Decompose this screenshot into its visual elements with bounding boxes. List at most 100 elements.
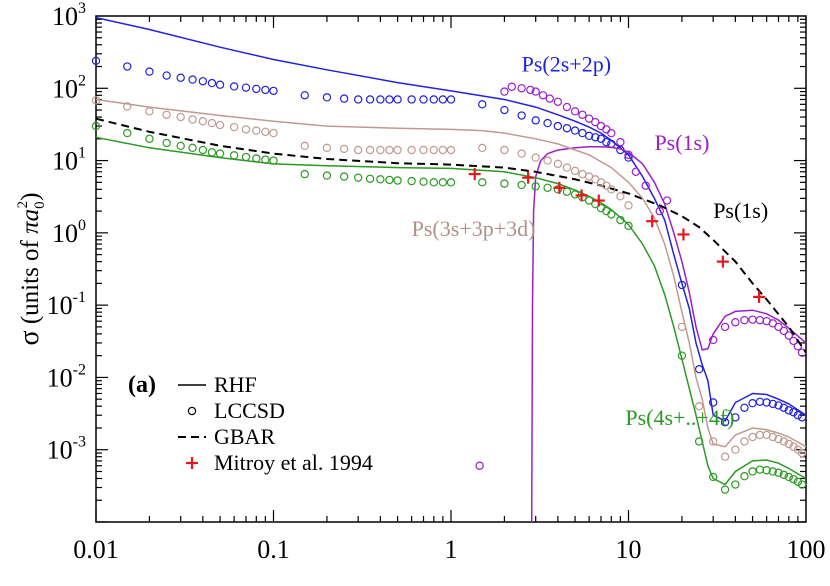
- data-point: [241, 125, 251, 134]
- panel-label: (a): [128, 372, 156, 398]
- y-tick-exponent: 2: [78, 72, 86, 89]
- data-point: [376, 145, 385, 155]
- data-point: [793, 411, 803, 420]
- y-axis-label-pi-a: πa: [17, 209, 44, 234]
- data-point: [677, 280, 687, 290]
- data-point: [188, 143, 197, 153]
- data-point: [531, 116, 540, 125]
- data-point: [553, 159, 563, 169]
- data-point: [526, 85, 535, 95]
- y-tick-exponent: 1: [78, 145, 86, 162]
- data-point: [438, 178, 448, 187]
- data-point: [793, 342, 803, 351]
- data-point-plus: [753, 290, 766, 303]
- data-point: [774, 468, 783, 477]
- data-point-plus: [716, 255, 729, 268]
- data-point: [176, 112, 185, 122]
- data-point: [500, 87, 509, 96]
- x-tick-label: 0.01: [73, 535, 119, 564]
- data-point: [365, 174, 375, 183]
- data-point: [762, 398, 771, 407]
- data-point: [602, 125, 611, 134]
- annotation-label: Ps(1s): [713, 198, 768, 223]
- data-point: [176, 73, 185, 82]
- data-point: [562, 102, 572, 112]
- data-point: [531, 87, 540, 96]
- data-point: [393, 95, 402, 104]
- data-point: [241, 152, 251, 162]
- data-point: [731, 413, 740, 422]
- legend-item: RHF: [178, 372, 257, 397]
- data-point: [215, 120, 225, 130]
- data-point: [616, 192, 625, 201]
- data-point: [376, 95, 385, 104]
- y-tick-exponent: -3: [73, 434, 86, 451]
- data-point: [748, 467, 757, 476]
- series-line: [95, 136, 807, 486]
- data-point: [708, 437, 718, 446]
- y-axis-label: σ (units of πa02): [14, 193, 48, 346]
- data-point: [768, 467, 777, 476]
- data-point: [269, 128, 278, 138]
- data-point: [740, 437, 749, 446]
- data-point: [755, 397, 765, 407]
- data-point: [708, 335, 718, 345]
- y-tick-label: 10-1: [47, 289, 86, 320]
- data-point: [162, 110, 171, 119]
- data-point: [624, 201, 633, 210]
- series-9: [468, 168, 766, 303]
- data-point: [207, 118, 217, 128]
- data-point: [641, 181, 650, 190]
- y-axis-label-sub: 0: [32, 201, 48, 209]
- annotation-label: Ps(3s+3p+3d): [412, 216, 536, 241]
- data-point: [229, 151, 239, 160]
- data-point: [407, 176, 416, 186]
- data-point: [365, 95, 375, 104]
- data-point: [91, 56, 101, 66]
- y-tick-exponent: 0: [78, 217, 86, 234]
- data-point: [407, 95, 416, 104]
- series-layer: [91, 16, 807, 523]
- data-point: [500, 145, 509, 155]
- data-point: [507, 82, 516, 91]
- plot-frame: [95, 15, 807, 523]
- data-point: [145, 134, 154, 144]
- data-point: [779, 403, 789, 413]
- data-point-plus: [522, 171, 535, 184]
- y-tick-base: 10: [47, 436, 73, 465]
- data-point: [784, 331, 793, 340]
- data-point: [123, 128, 132, 138]
- x-tick-label: 100: [787, 535, 826, 564]
- data-point: [215, 149, 225, 158]
- series-8: [91, 121, 807, 494]
- data-point: [740, 472, 749, 481]
- series-1: [91, 56, 807, 427]
- data-point: [215, 80, 225, 89]
- series-2: [530, 146, 807, 523]
- data-point: [591, 133, 600, 142]
- data-point: [229, 82, 239, 91]
- y-tick-base: 10: [47, 363, 73, 392]
- y-tick-exponent: -2: [73, 361, 86, 378]
- data-point: [779, 470, 789, 479]
- data-point: [145, 67, 154, 76]
- y-tick-label: 103: [52, 0, 86, 31]
- data-point: [720, 485, 730, 494]
- data-point: [198, 145, 208, 155]
- data-point: [748, 399, 757, 408]
- x-tick-labels: 0.01 0.1 1 10 100: [73, 535, 825, 564]
- annotation-label: Ps(4s+..+4f): [625, 405, 734, 430]
- data-point: [662, 196, 672, 205]
- data-point: [500, 105, 509, 115]
- data-point: [438, 95, 448, 104]
- axis-ticks: [95, 16, 806, 523]
- y-tick-base: 10: [47, 291, 73, 320]
- data-point: [261, 155, 270, 164]
- data-point: [241, 83, 251, 92]
- series-6: [91, 96, 807, 461]
- data-point: [562, 124, 572, 133]
- data-point: [768, 399, 777, 409]
- data-point: [784, 472, 793, 482]
